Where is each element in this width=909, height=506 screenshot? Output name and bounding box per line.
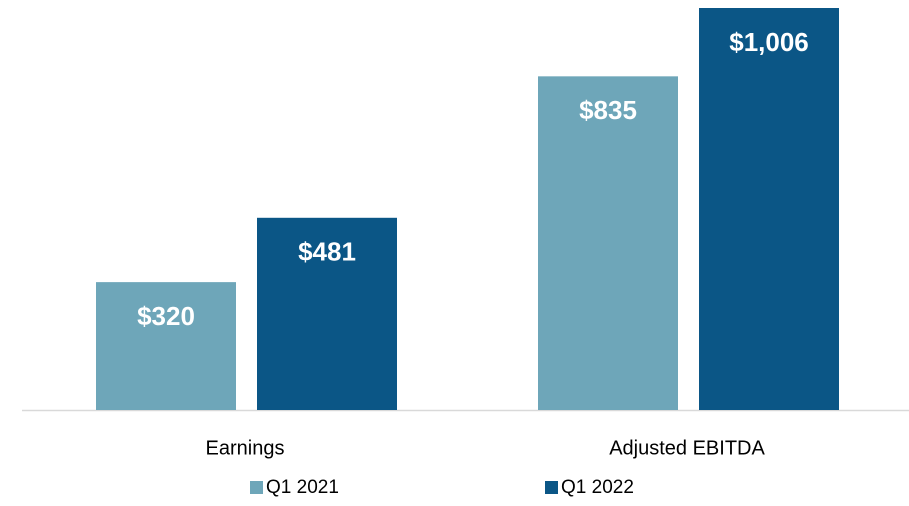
legend-swatch [545, 481, 558, 494]
x-tick-label: Adjusted EBITDA [609, 437, 765, 459]
x-tick-label: Earnings [206, 437, 285, 459]
bar [538, 76, 678, 411]
bar [257, 217, 397, 410]
bar [96, 282, 236, 410]
value-label: $1,006 [729, 27, 809, 57]
bar [699, 8, 839, 410]
value-label: $835 [579, 95, 637, 125]
value-label: $481 [298, 237, 356, 267]
legend-label: Q1 2022 [561, 477, 634, 498]
legend-swatch [250, 481, 263, 494]
value-label: $320 [137, 301, 195, 331]
legend-label: Q1 2021 [266, 477, 339, 498]
